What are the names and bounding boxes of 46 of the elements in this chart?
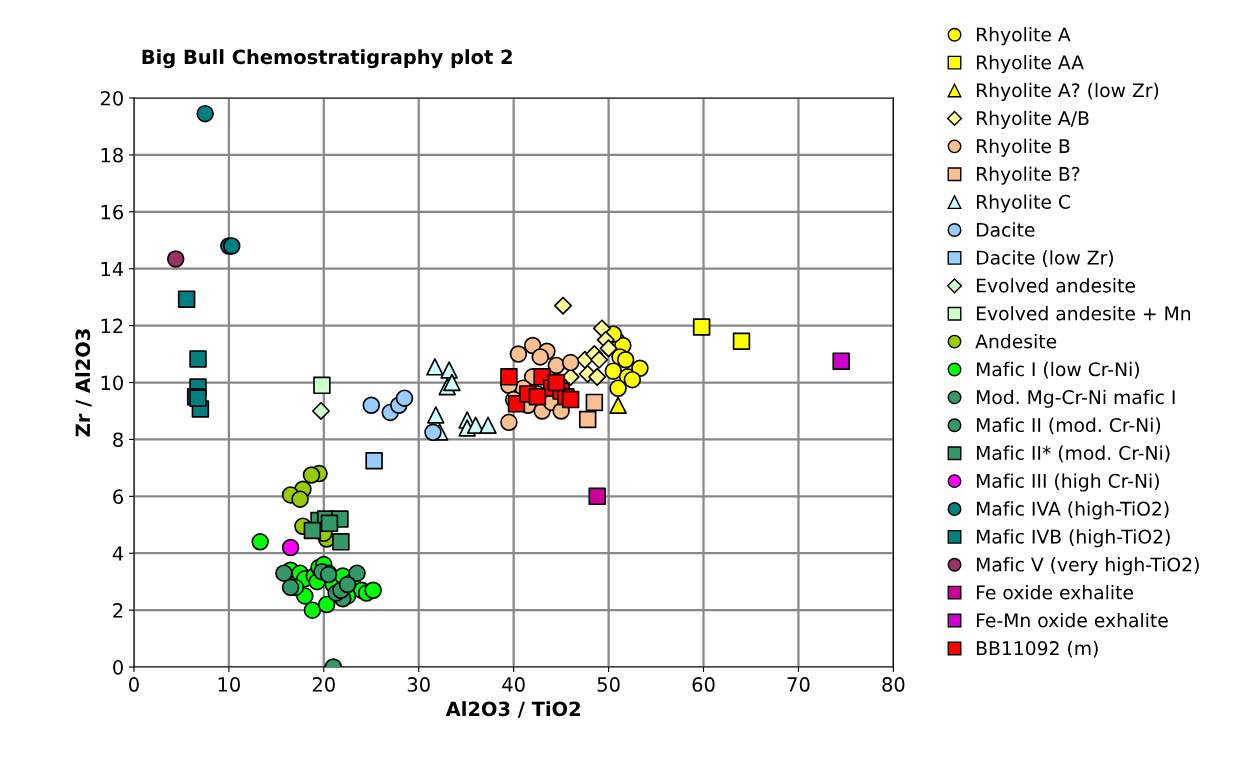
legend-label: Rhyolite B bbox=[976, 138, 1070, 157]
y-tick-label: 2 bbox=[113, 603, 123, 618]
legend-label: Mafic II (mod. Cr-Ni) bbox=[976, 417, 1161, 435]
legend-label: Mafic V (very high-TiO2) bbox=[976, 557, 1199, 576]
chart-title: Big Bull Chemostratigraphy plot 2 bbox=[142, 49, 512, 69]
legend-label: Evolved andesite + Mn bbox=[976, 306, 1191, 321]
x-tick-label: 40 bbox=[502, 677, 525, 692]
y-tick-label: 10 bbox=[101, 375, 123, 391]
legend-label: Andesite bbox=[975, 333, 1057, 349]
legend-label: Dacite bbox=[976, 222, 1035, 237]
legend-label: Rhyolite A? (low Zr) bbox=[976, 82, 1159, 101]
x-tick-label: 10 bbox=[218, 677, 240, 692]
legend-label: Mafic IVA (high-TiO2) bbox=[976, 501, 1169, 520]
y-tick-label: 0 bbox=[113, 660, 123, 675]
y-tick-label: 16 bbox=[101, 204, 123, 220]
x-tick-label: 20 bbox=[312, 677, 335, 692]
legend-label: Rhyolite A bbox=[976, 27, 1071, 46]
y-tick-label: 20 bbox=[100, 90, 123, 106]
legend-label: Mafic IVB (high-TiO2) bbox=[976, 529, 1170, 548]
x-axis-title: Al2O3 / TiO2 bbox=[445, 701, 580, 718]
x-tick-label: 70 bbox=[787, 677, 810, 692]
x-tick-label: 0 bbox=[129, 677, 139, 692]
legend-label: Mafic II* (mod. Cr-Ni) bbox=[976, 445, 1170, 463]
x-tick-label: 30 bbox=[407, 677, 430, 692]
x-tick-label: 80 bbox=[882, 677, 905, 692]
y-tick-label: 8 bbox=[113, 432, 123, 448]
legend-label: BB11092 (m) bbox=[976, 640, 1098, 658]
legend-label: Rhyolite C bbox=[976, 194, 1070, 213]
legend-label: Dacite (low Zr) bbox=[976, 250, 1113, 267]
legend-label: Mafic III (high Cr-Ni) bbox=[976, 473, 1159, 492]
legend-label: Evolved andesite bbox=[976, 278, 1135, 293]
x-tick-label: 50 bbox=[597, 677, 620, 692]
y-tick-label: 12 bbox=[101, 318, 123, 333]
y-axis-title: Zr / Al2O3 bbox=[75, 329, 92, 437]
legend-label: Fe-Mn oxide exhalite bbox=[976, 612, 1168, 628]
legend-label: Mod. Mg-Cr-Ni mafic I bbox=[976, 389, 1175, 408]
x-tick-label: 60 bbox=[692, 677, 715, 692]
legend-label: Rhyolite AA bbox=[976, 54, 1084, 74]
legend-label: Rhyolite B? bbox=[976, 166, 1080, 185]
y-tick-label: 6 bbox=[113, 489, 123, 504]
y-tick-label: 4 bbox=[112, 546, 124, 561]
legend-label: Rhyolite A/B bbox=[976, 110, 1089, 129]
y-tick-label: 14 bbox=[101, 261, 124, 277]
legend-label: Fe oxide exhalite bbox=[976, 584, 1133, 600]
y-tick-label: 18 bbox=[101, 147, 123, 163]
legend-label: Mafic I (low Cr-Ni) bbox=[976, 361, 1139, 379]
